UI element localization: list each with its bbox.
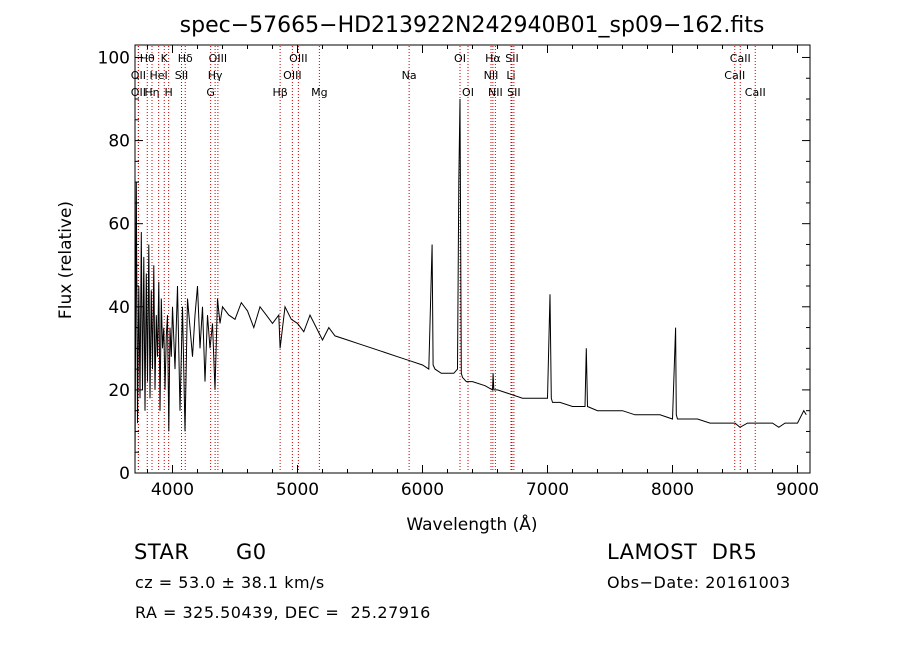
object-subclass: G0 (236, 540, 267, 564)
x-axis-label: Wavelength (Å) (406, 513, 537, 535)
object-class: STAR (134, 540, 190, 564)
marker-label-19: Hα (485, 52, 501, 65)
marker-label-22: SII (505, 52, 518, 65)
marker-label-15: Mg (311, 86, 327, 99)
marker-label-20: NII (484, 69, 499, 82)
marker-label-26: CaII (724, 69, 745, 82)
x-tick-label-3: 7000 (526, 480, 569, 500)
x-tick-label-5: 9000 (776, 480, 819, 500)
redshift-value: cz = 53.0 ± 38.1 km/s (135, 573, 325, 592)
y-axis-label: Flux (relative) (56, 201, 76, 319)
marker-label-9: OIII (209, 52, 227, 65)
x-tick-label-1: 5000 (276, 480, 319, 500)
spectrum-line-0 (134, 98, 807, 465)
marker-label-12: Hβ (272, 86, 287, 99)
marker-label-18: OI (462, 86, 474, 99)
marker-label-14: OIII (283, 69, 301, 82)
chart-title: spec−57665−HD213922N242940B01_sp09−162.f… (180, 13, 765, 38)
axes: 4000 5000 6000 7000 8000 9000 0 20 40 60 80 100 (98, 45, 819, 500)
x-tick-label-0: 4000 (151, 480, 194, 500)
marker-label-8: Hδ (178, 52, 193, 65)
y-tick-label-3: 60 (108, 215, 130, 235)
y-tick-label-0: 0 (119, 464, 130, 484)
marker-label-24: SII (507, 86, 520, 99)
marker-label-23: Li (506, 69, 515, 82)
marker-label-27: CaII (745, 86, 766, 99)
coordinates: RA = 325.50439, DEC = 25.27916 (135, 603, 431, 622)
marker-label-2: OII (131, 86, 146, 99)
marker-label-21: NII (488, 86, 503, 99)
marker-label-17: OI (454, 52, 466, 65)
survey-name: LAMOST DR5 (607, 540, 758, 564)
marker-label-1: OII (131, 69, 146, 82)
marker-label-4: HeI (149, 69, 167, 82)
x-tick-label-4: 8000 (651, 480, 694, 500)
y-tick-label-5: 100 (98, 48, 130, 68)
y-tick-label-1: 20 (108, 381, 130, 401)
marker-label-0: Hθ (140, 52, 155, 65)
marker-label-25: CaII (730, 52, 751, 65)
spectrum-series (134, 98, 807, 465)
observation-date: Obs−Date: 20161003 (607, 573, 791, 592)
marker-label-6: H (164, 86, 172, 99)
marker-label-10: Hγ (208, 69, 223, 82)
marker-label-3: Hη (144, 86, 159, 99)
x-tick-label-2: 6000 (401, 480, 444, 500)
marker-label-13: OIII (289, 52, 307, 65)
marker-label-11: G (206, 86, 215, 99)
marker-label-5: K (161, 52, 169, 65)
marker-label-7: SII (175, 69, 188, 82)
y-tick-label-2: 40 (108, 298, 130, 318)
marker-label-16: Na (402, 69, 417, 82)
plot-frame (134, 44, 811, 474)
y-tick-label-4: 80 (108, 132, 130, 152)
